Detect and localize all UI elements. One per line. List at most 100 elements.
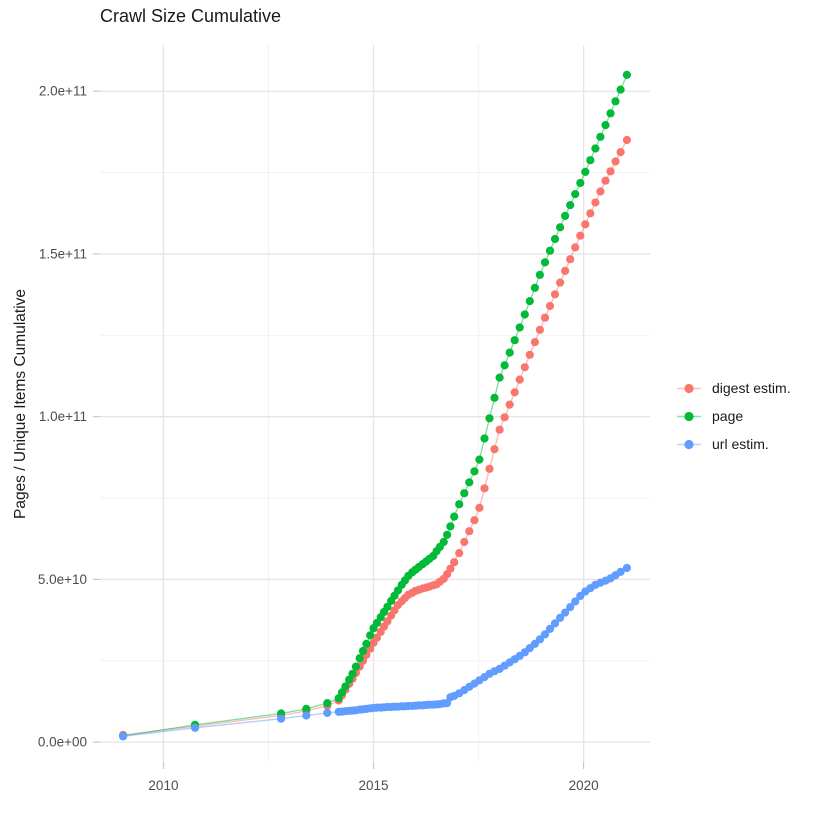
legend-key-dot xyxy=(684,439,694,449)
data-point-page xyxy=(571,190,580,199)
data-point-digest-estim- xyxy=(530,338,540,347)
data-point-digest-estim- xyxy=(495,425,504,434)
data-point-page xyxy=(450,512,459,521)
data-point-digest-estim- xyxy=(606,167,615,176)
legend-key-dot xyxy=(684,411,694,421)
data-point-page xyxy=(545,246,555,255)
x-tick-label: 2015 xyxy=(359,778,389,793)
data-point-digest-estim- xyxy=(566,255,575,264)
data-point-page xyxy=(439,537,448,547)
data-point-page xyxy=(485,414,494,423)
chart-title: Crawl Size Cumulative xyxy=(100,6,282,26)
data-point-page xyxy=(358,646,368,656)
data-point-page xyxy=(500,361,509,370)
data-point-digest-estim- xyxy=(611,157,620,166)
data-point-page xyxy=(606,109,615,118)
data-point-digest-estim- xyxy=(500,413,509,422)
data-point-digest-estim- xyxy=(591,198,600,207)
data-point-page xyxy=(302,704,311,714)
page-key-icon xyxy=(677,411,701,421)
data-point-url-estim- xyxy=(550,619,560,628)
legend-label-url-estim: url estim. xyxy=(712,436,769,452)
data-point-digest-estim- xyxy=(480,484,489,493)
data-point-digest-estim- xyxy=(561,266,570,275)
data-point-digest-estim- xyxy=(450,558,459,567)
data-point-page xyxy=(443,530,452,539)
data-point-digest-estim- xyxy=(446,564,455,573)
data-point-digest-estim- xyxy=(596,187,605,196)
x-tick-label: 2010 xyxy=(148,778,178,793)
data-point-page xyxy=(348,669,357,678)
data-point-page xyxy=(460,489,469,498)
data-point-digest-estim- xyxy=(535,325,545,334)
data-point-digest-estim- xyxy=(372,633,381,642)
data-point-page xyxy=(505,348,514,357)
data-point-page xyxy=(561,211,570,220)
data-point-page xyxy=(535,270,545,279)
data-point-page xyxy=(480,434,489,443)
data-point-digest-estim- xyxy=(465,527,474,536)
data-point-page xyxy=(576,178,585,188)
data-point-page xyxy=(362,639,371,649)
data-point-url-estim- xyxy=(277,714,286,723)
data-point-digest-estim- xyxy=(455,549,464,558)
data-point-url-estim- xyxy=(561,608,570,617)
data-point-page xyxy=(611,97,620,106)
data-point-page xyxy=(591,144,600,153)
data-point-url-estim- xyxy=(566,603,575,612)
data-point-page xyxy=(455,500,464,509)
y-tick-label: 5.0e+10 xyxy=(38,572,87,587)
data-point-digest-estim- xyxy=(485,464,494,473)
data-point-digest-estim- xyxy=(616,148,625,157)
legend-entry-digest-estim: digest estim. xyxy=(676,379,791,397)
data-point-page xyxy=(596,132,605,141)
y-tick-label: 1.0e+11 xyxy=(39,409,87,424)
data-point-page xyxy=(475,455,484,464)
data-point-url-estim- xyxy=(622,563,632,573)
data-point-digest-estim- xyxy=(490,445,499,454)
data-point-digest-estim- xyxy=(571,243,580,252)
data-point-url-estim- xyxy=(119,732,128,741)
data-point-url-estim- xyxy=(190,723,200,732)
data-point-digest-estim- xyxy=(581,220,590,229)
data-point-digest-estim- xyxy=(550,290,560,299)
data-point-digest-estim- xyxy=(586,209,595,218)
data-point-digest-estim- xyxy=(576,231,585,240)
data-point-digest-estim- xyxy=(383,617,392,626)
data-point-page xyxy=(470,467,479,476)
data-point-page xyxy=(383,602,392,611)
x-tick-label: 2020 xyxy=(569,778,599,793)
data-point-page xyxy=(550,234,560,244)
data-point-page xyxy=(465,478,474,487)
url-estim-key-icon xyxy=(677,439,701,449)
data-point-digest-estim- xyxy=(601,176,610,185)
legend: digest estim. page url estim. xyxy=(676,379,791,453)
data-point-digest-estim- xyxy=(545,301,555,311)
data-point-page xyxy=(372,618,381,628)
data-point-page xyxy=(622,70,632,79)
data-point-page xyxy=(351,662,360,671)
data-point-url-estim- xyxy=(323,708,332,718)
data-point-digest-estim- xyxy=(515,375,524,384)
digest-estim-key-icon xyxy=(677,383,701,393)
data-point-page xyxy=(515,323,524,332)
data-point-url-estim- xyxy=(302,711,311,720)
data-point-url-estim- xyxy=(535,635,545,644)
y-tick-label: 2.0e+11 xyxy=(39,84,87,99)
data-point-url-estim- xyxy=(556,613,565,622)
data-point-page xyxy=(556,223,565,232)
data-point-page xyxy=(525,297,534,306)
data-point-digest-estim- xyxy=(556,278,565,287)
data-point-page xyxy=(366,631,375,640)
data-point-page xyxy=(530,283,540,292)
y-tick-label: 0.0e+00 xyxy=(38,735,87,750)
legend-label-digest-estim: digest estim. xyxy=(712,380,791,396)
legend-key-dot xyxy=(684,383,694,393)
data-point-page xyxy=(490,393,499,402)
data-point-page xyxy=(520,310,529,319)
legend-entry-page: page xyxy=(676,407,791,425)
data-point-url-estim- xyxy=(545,624,555,634)
data-point-url-estim- xyxy=(571,597,580,606)
data-point-digest-estim- xyxy=(540,313,550,322)
